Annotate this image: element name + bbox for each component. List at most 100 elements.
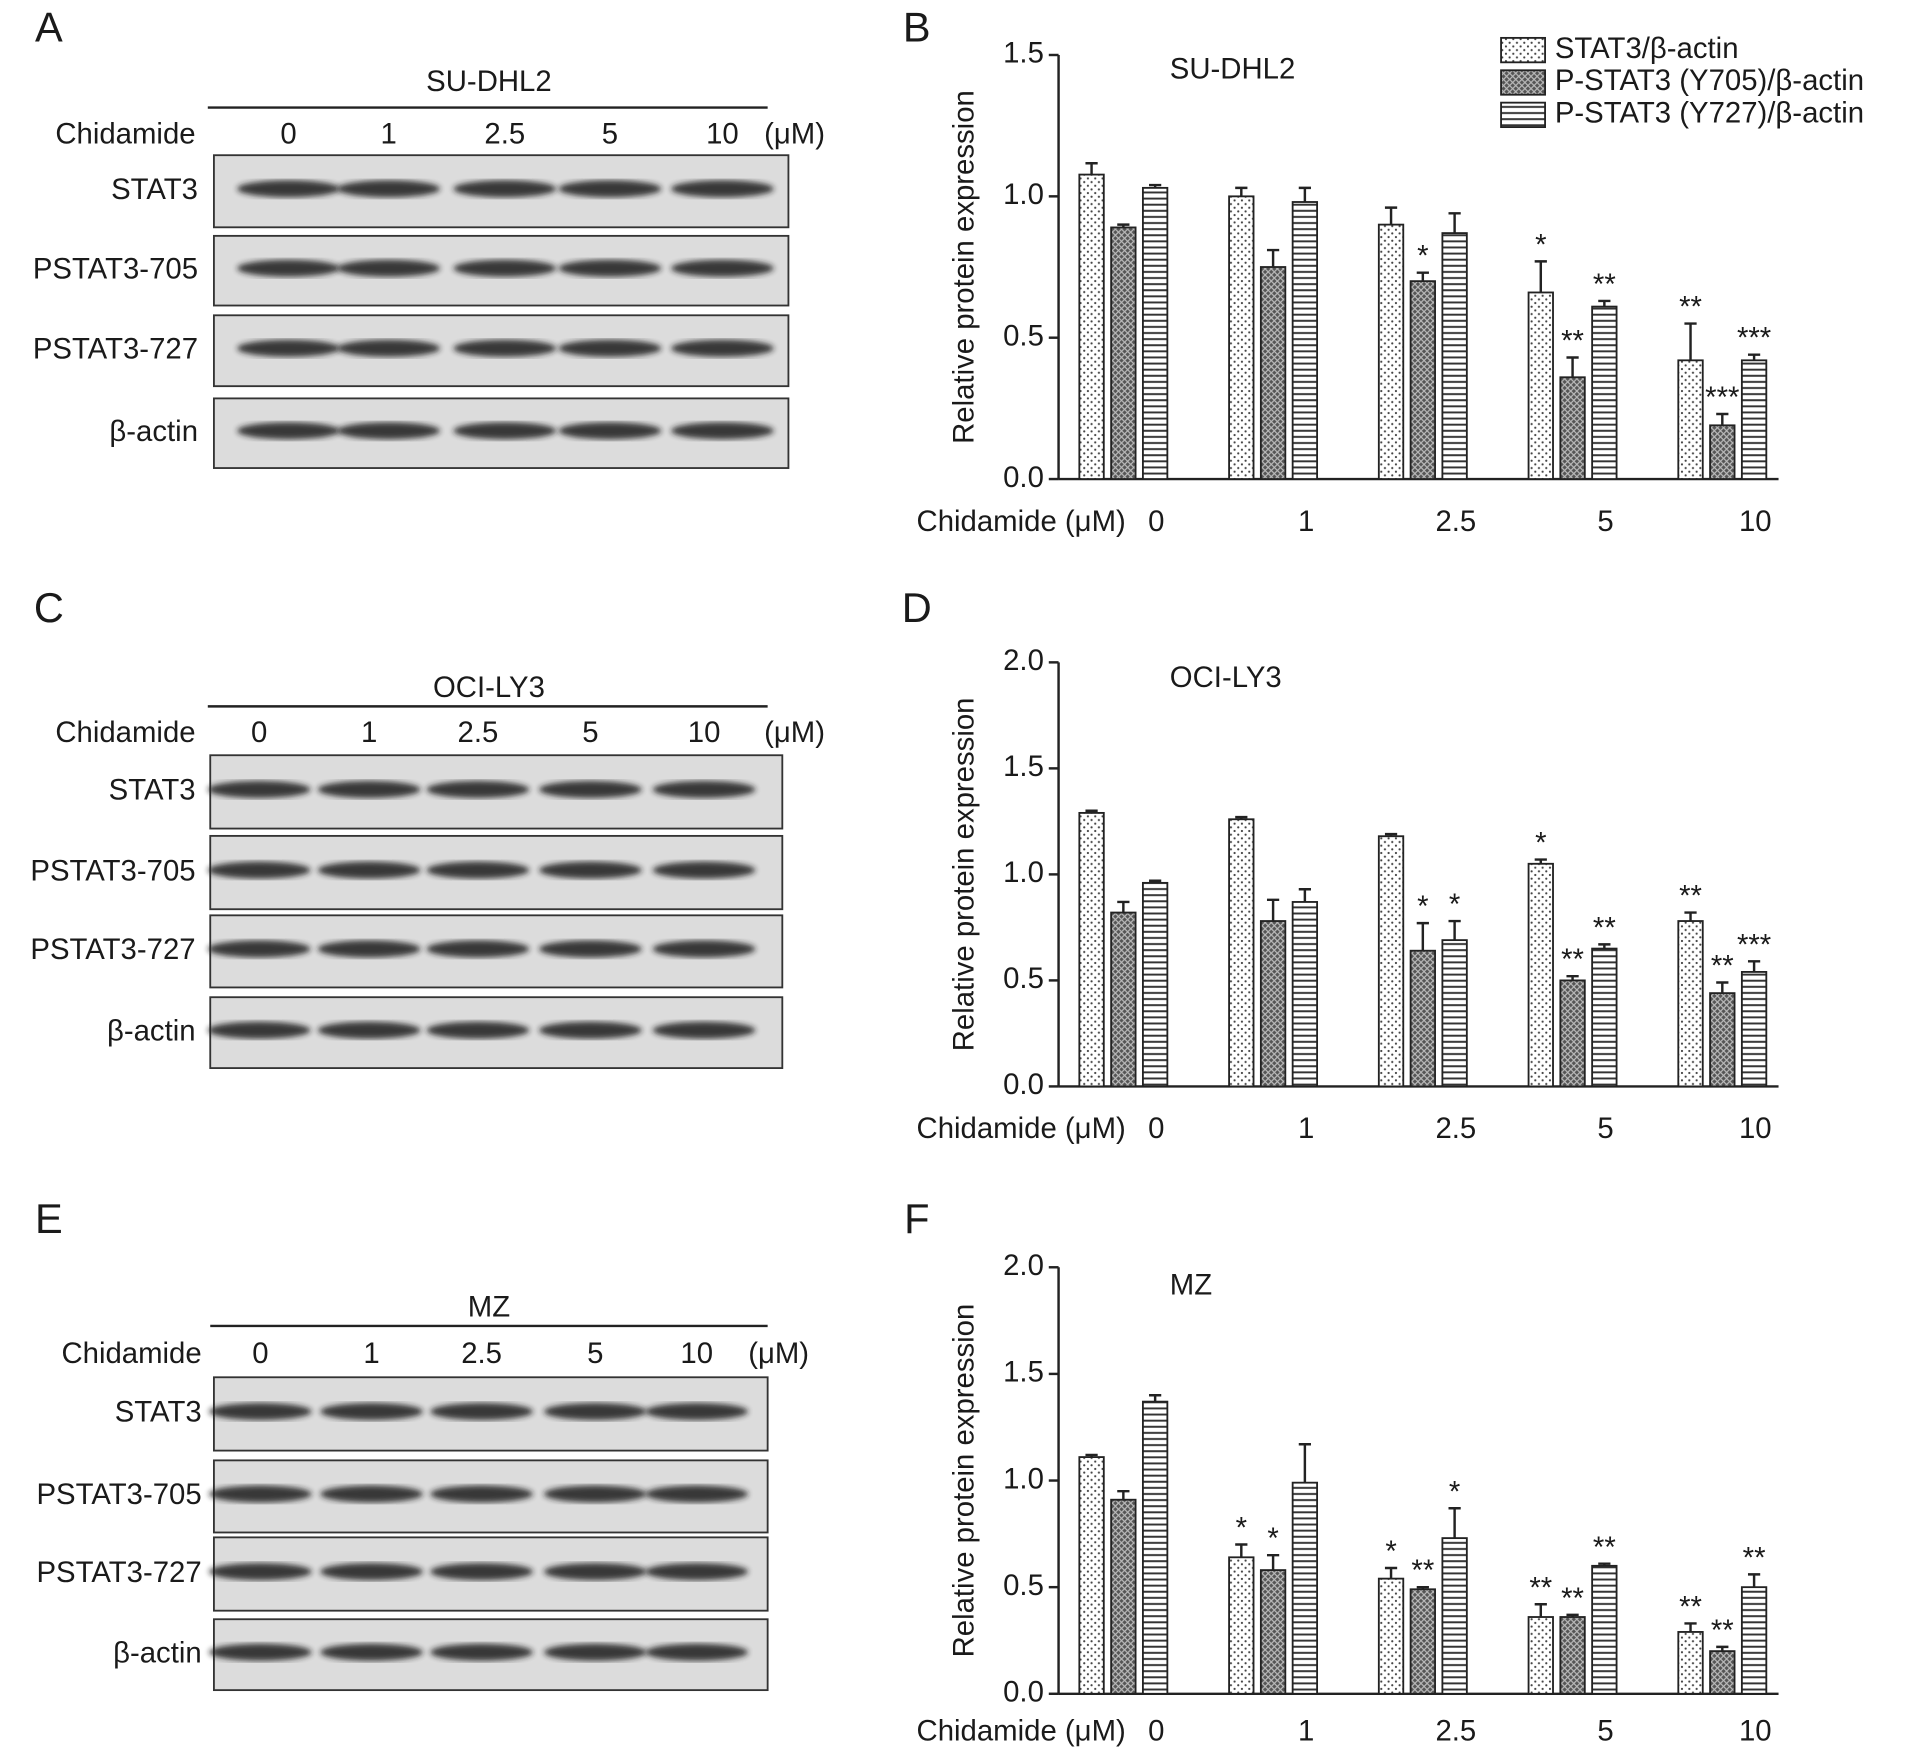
y-tick-label: 1.5 (1003, 750, 1044, 783)
chart-title: OCI-LY3 (1170, 661, 1282, 694)
y-tick-label: 1.5 (1003, 37, 1044, 70)
significance: * (1267, 1522, 1278, 1555)
significance: * (1449, 888, 1460, 921)
x-axis-label: Chidamide (μM) (917, 1715, 1126, 1748)
dose-label: 2.5 (484, 117, 525, 150)
bar (1559, 1616, 1586, 1695)
error-bar (1566, 356, 1579, 378)
bar (1259, 920, 1287, 1088)
bar (1441, 1537, 1468, 1695)
panel-letter: D (902, 584, 932, 631)
bar (1110, 911, 1137, 1088)
band (671, 422, 774, 440)
band (453, 422, 557, 440)
significance: ** (1743, 1541, 1766, 1574)
error-bar (1534, 858, 1547, 864)
dose-label: 10 (706, 117, 739, 150)
band (543, 1402, 647, 1421)
error-bar (1448, 212, 1461, 234)
band (207, 861, 311, 879)
row-label: STAT3 (111, 173, 198, 206)
bar (1441, 939, 1468, 1088)
band (453, 339, 557, 357)
bar (1078, 1456, 1105, 1695)
x-tick-label: 2.5 (1435, 505, 1476, 538)
band (237, 180, 340, 198)
row-label: PSTAT3-727 (30, 933, 195, 966)
band (207, 940, 311, 958)
error-bar (1598, 943, 1611, 949)
bar (1259, 1569, 1287, 1695)
error-bar (1117, 223, 1130, 228)
error-bar (1598, 1562, 1611, 1566)
bar (1228, 818, 1255, 1088)
unit-label: (μM) (764, 117, 825, 150)
legend-label: P-STAT3 (Y705)/β-actin (1555, 64, 1864, 97)
band (652, 780, 756, 799)
legend-swatch (1500, 69, 1546, 96)
error-bar (1235, 815, 1248, 820)
band (671, 259, 774, 277)
legend-swatch (1500, 36, 1546, 64)
row-label: β-actin (109, 415, 198, 448)
significance: ** (1593, 911, 1616, 944)
row-label: PSTAT3-705 (36, 1478, 201, 1511)
dose-label: 5 (602, 117, 618, 150)
row-label: PSTAT3-727 (36, 1556, 201, 1589)
blot-title: OCI-LY3 (433, 671, 545, 704)
significance: ** (1679, 880, 1702, 913)
significance: ** (1593, 268, 1616, 301)
error-bar (1266, 1553, 1280, 1571)
error-bar (1684, 911, 1697, 922)
error-bar (1534, 260, 1547, 293)
band (539, 861, 642, 879)
bar (1709, 992, 1736, 1088)
band (645, 1643, 749, 1661)
error-bar (1716, 412, 1729, 426)
significance: * (1417, 240, 1428, 273)
band (543, 1485, 647, 1503)
bar (1709, 1650, 1736, 1695)
x-tick-label: 5 (1597, 1112, 1613, 1145)
bar (1110, 1498, 1137, 1695)
band (671, 339, 774, 357)
dose-label: 2.5 (458, 716, 499, 749)
bar (1591, 947, 1618, 1088)
bar (1259, 266, 1287, 480)
band (671, 180, 774, 198)
y-tick-label: 0.5 (1003, 962, 1044, 995)
band (652, 940, 756, 958)
panel-letter: B (903, 4, 931, 51)
band (317, 861, 421, 879)
x-tick-label: 1 (1298, 1715, 1314, 1748)
error-bar (1684, 1622, 1697, 1632)
significance: * (1236, 1512, 1247, 1545)
y-axis-label: Relative protein expression (947, 698, 980, 1052)
band (317, 1021, 421, 1039)
band (426, 780, 530, 799)
band (320, 1563, 423, 1581)
bar (1141, 1400, 1169, 1695)
legend-label: P-STAT3 (Y727)/β-actin (1555, 97, 1864, 130)
x-tick-label: 10 (1739, 505, 1772, 538)
significance: ** (1711, 1614, 1734, 1647)
dose-label: 10 (680, 1337, 713, 1370)
significance: ** (1411, 1554, 1434, 1587)
error-bar (1716, 1645, 1729, 1652)
blot-title: SU-DHL2 (426, 65, 552, 98)
significance: ** (1561, 943, 1584, 976)
band (430, 1485, 533, 1503)
x-axis-label: Chidamide (μM) (917, 505, 1126, 538)
panel-letter: A (35, 4, 63, 51)
band (207, 1021, 311, 1039)
y-tick-label: 0.0 (1003, 461, 1044, 494)
row-label: β-actin (107, 1014, 196, 1047)
error-bar (1149, 1394, 1162, 1402)
row-label: PSTAT3-705 (30, 854, 195, 887)
band (543, 1643, 647, 1661)
band (430, 1563, 533, 1581)
x-tick-label: 0 (1148, 1112, 1164, 1145)
band (558, 180, 662, 198)
error-bar (1416, 271, 1429, 282)
